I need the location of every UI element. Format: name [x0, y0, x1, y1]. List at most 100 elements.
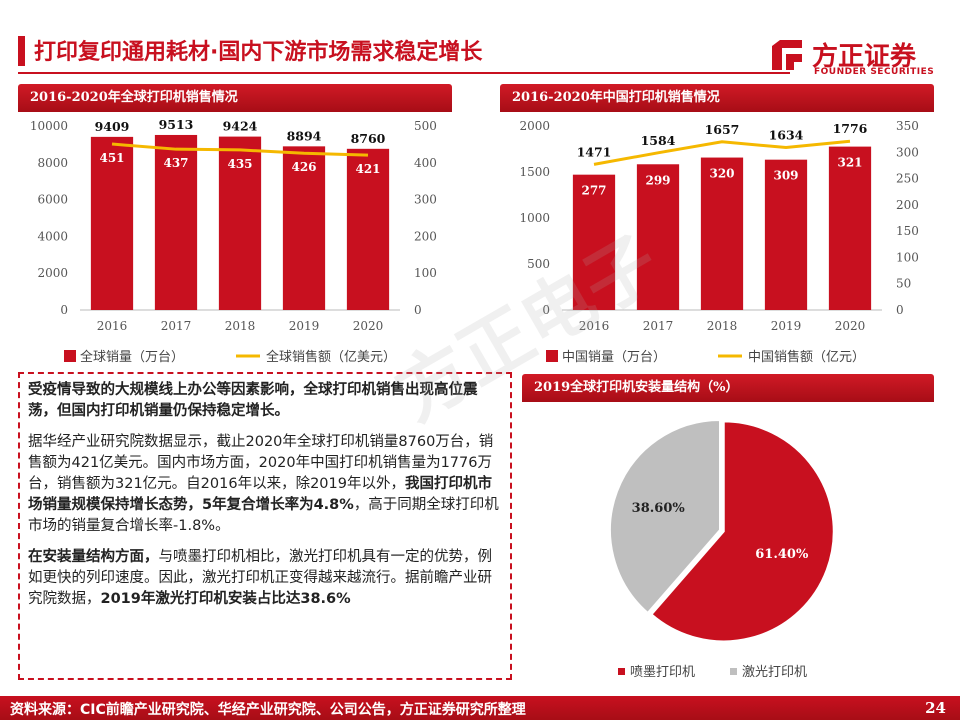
chart-0-bar-value-label: 8894: [287, 128, 322, 143]
chart-0-bar-value-label: 9424: [223, 119, 258, 134]
chart-1-bar-value-label: 1657: [705, 122, 740, 137]
china-sales-chart: 0 500 1000 1500 2000 0 50 100 150 200 250 300 350 201…: [519, 119, 919, 365]
chart-1-bar: [572, 174, 616, 310]
pie-value-label: 38.60%: [632, 501, 686, 516]
pie-legend-swatch: [730, 668, 737, 675]
page-title: 打印复印通用耗材·国内下游市场需求稳定增长: [34, 40, 483, 65]
chart-0-legend-bar-swatch: [64, 350, 76, 362]
chart-0-ytick: 0: [60, 303, 68, 317]
chart-1-bar: [828, 146, 872, 310]
chart-0-xtick: 2016: [97, 319, 128, 333]
sales-text-c: ，高于同期全球打印机市场的销量复合增长率-1.8%。: [28, 497, 499, 534]
pie-slice-0: [650, 420, 835, 643]
chart-1-bar: [636, 164, 680, 310]
chart-1-xtick: 2017: [643, 319, 674, 333]
chart-1-line-value-label: 321: [837, 156, 862, 170]
sales-paragraph: 据华经产业研究院数据显示，截止2020年全球打印机销量8760万台，销售额为42…: [28, 432, 502, 537]
chart-0-line-value-label: 435: [227, 157, 252, 171]
footer-bar: [0, 696, 960, 720]
chart-0-y2tick: 500: [414, 119, 437, 133]
chart-0-bar: [218, 136, 262, 310]
chart-1-y2tick: 300: [896, 145, 919, 159]
lead-paragraph: 受疫情导致的大规模线上办公等因素影响，全球打印机销售出现高位震荡，但国内打印机销…: [28, 382, 478, 419]
china-chart-header: 2016-2020年中国打印机销售情况: [500, 84, 934, 112]
chart-0-legend-line-label: 全球销售额（亿美元）: [266, 349, 396, 365]
analysis-textbox: 受疫情导致的大规模线上办公等因素影响，全球打印机销售出现高位震荡，但国内打印机销…: [18, 372, 512, 680]
chart-0-bar-value-label: 8760: [351, 131, 386, 146]
chart-1-ytick: 1500: [519, 165, 550, 179]
chart-0-ytick: 2000: [37, 266, 68, 280]
chart-0-ytick: 4000: [37, 229, 68, 243]
chart-0-bar: [346, 148, 390, 310]
global-sales-chart: 0 2000 4000 6000 8000 10000 0 100 200 300 400 500 20…: [30, 117, 437, 365]
chart-0-y2tick: 400: [414, 156, 437, 170]
chart-0-line-value-label: 451: [99, 151, 124, 165]
chart-0-xtick: 2019: [289, 319, 320, 333]
chart-1-xtick: 2019: [771, 319, 802, 333]
install-structure-pie: 61.40% 38.60% 喷墨打印机 激光打印机: [609, 418, 835, 680]
structure-paragraph: 在安装量结构方面，与喷墨打印机相比，激光打印机具有一定的优势，例如更快的列印速度…: [28, 547, 502, 610]
global-chart-header: 2016-2020年全球打印机销售情况: [18, 84, 452, 112]
chart-1-xtick: 2018: [707, 319, 738, 333]
chart-1-ytick: 500: [527, 257, 550, 271]
pie-legend-label: 激光打印机: [742, 665, 807, 680]
chart-0-y2tick: 100: [414, 266, 437, 280]
chart-1-bar: [764, 159, 808, 310]
source-note: 资料来源：CIC前瞻产业研究院、华经产业研究院、公司公告，方正证券研究所整理: [10, 702, 526, 718]
chart-1-bar: [700, 157, 744, 310]
chart-1-legend-line-label: 中国销售额（亿元）: [748, 349, 865, 365]
chart-0-y2tick: 300: [414, 193, 437, 207]
title-divider: [18, 72, 790, 74]
chart-1-line-value-label: 277: [581, 184, 606, 198]
title-accent-bar: [18, 36, 25, 66]
chart-0-bar-value-label: 9513: [159, 117, 194, 132]
chart-1-y2tick: 250: [896, 172, 919, 186]
chart-0-ytick: 6000: [37, 193, 68, 207]
chart-0-line: [111, 142, 369, 157]
chart-1-xtick: 2016: [579, 319, 610, 333]
structure-text-bold-a: 在安装量结构方面，: [28, 549, 159, 565]
sales-text-bold: 我国打印机市场销量规模保持增长态势，5年复合增长率为4.8%: [28, 476, 492, 513]
chart-1-line-value-label: 299: [645, 173, 670, 187]
pie-legend-swatch: [618, 668, 625, 675]
sales-text-a: 据华经产业研究院数据显示，截止2020年全球打印机销量8760万台，销售额为42…: [28, 434, 494, 492]
founder-logo-icon: [772, 40, 802, 70]
chart-1-bar-value-label: 1776: [833, 121, 868, 136]
chart-1-xtick: 2020: [835, 319, 866, 333]
structure-text-bold-c: 2019年激光打印机安装占比达38.6%: [100, 591, 351, 607]
chart-1-ytick: 2000: [519, 119, 550, 133]
chart-1-y2tick: 50: [896, 277, 911, 291]
page-number: 24: [925, 699, 946, 717]
chart-0-ytick: 8000: [37, 156, 68, 170]
chart-0-xtick: 2020: [353, 319, 384, 333]
chart-0-legend-bar-label: 全球销量（万台）: [80, 349, 184, 365]
chart-0-xtick: 2017: [161, 319, 192, 333]
chart-1-line-value-label: 320: [709, 167, 734, 181]
chart-1-y2tick: 0: [896, 303, 904, 317]
chart-1-y2tick: 200: [896, 198, 919, 212]
chart-1-ytick: 1000: [519, 211, 550, 225]
pie-value-label: 61.40%: [755, 547, 809, 562]
chart-1-bar-value-label: 1471: [577, 144, 612, 159]
chart-0-ytick: 10000: [30, 119, 68, 133]
pie-slice-1: [609, 418, 721, 615]
chart-0-xtick: 2018: [225, 319, 256, 333]
chart-0-y2tick: 200: [414, 229, 437, 243]
chart-0-bar: [154, 134, 198, 310]
chart-1-ytick: 0: [542, 303, 550, 317]
chart-1-legend-bar-label: 中国销量（万台）: [562, 350, 666, 365]
chart-0-line-value-label: 426: [291, 160, 316, 174]
pie-chart-header: 2019全球打印机安装量结构（%）: [522, 374, 934, 402]
chart-0-y2tick: 0: [414, 303, 422, 317]
chart-0-bar: [282, 146, 326, 310]
chart-1-line-value-label: 309: [773, 169, 798, 183]
chart-1-y2tick: 100: [896, 250, 919, 264]
chart-1-y2tick: 150: [896, 224, 919, 238]
structure-text-b: 与喷墨打印机相比，激光打印机具有一定的优势，例如更快的列印速度。因此，激光打印机…: [28, 549, 492, 607]
chart-0-bar: [90, 136, 134, 310]
logo-name-cn: 方正证券: [812, 42, 917, 72]
chart-0-bar-value-label: 9409: [95, 119, 130, 134]
chart-1-y2tick: 350: [896, 119, 919, 133]
pie-legend-label: 喷墨打印机: [630, 665, 695, 680]
chart-1-legend-bar-swatch: [546, 350, 558, 362]
